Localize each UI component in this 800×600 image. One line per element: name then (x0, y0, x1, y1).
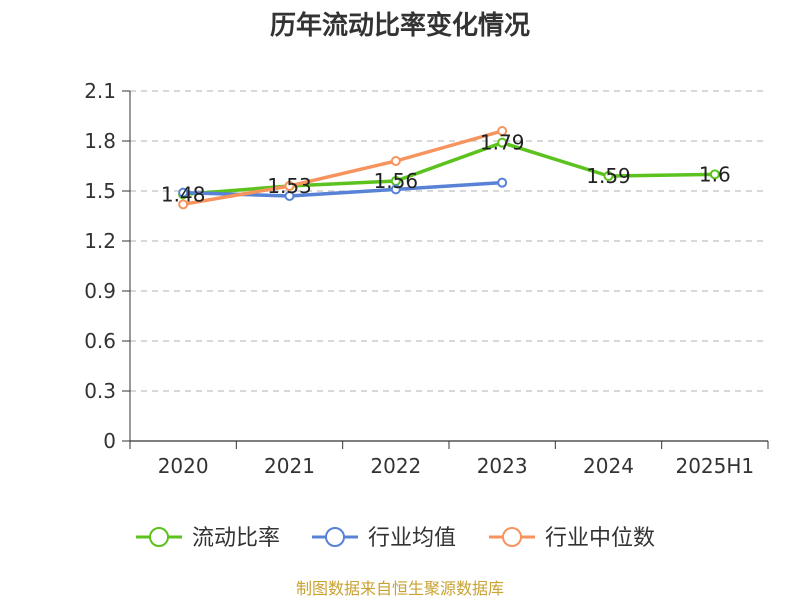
legend-marker-0 (149, 527, 169, 547)
legend-label-0: 流动比率 (192, 526, 280, 551)
series-1-point-0 (178, 187, 189, 198)
x-tick-label-0: 2020 (158, 454, 209, 478)
x-tick-label-5: 2025H1 (675, 454, 754, 478)
data-label-2: 1.56 (374, 169, 419, 193)
legend-label-1: 行业均值 (368, 526, 456, 551)
series-0-point-5 (709, 169, 720, 180)
series-0-point-4 (603, 171, 614, 181)
series-0-point-3 (497, 137, 508, 148)
series-1-point-1 (284, 191, 295, 201)
series-2-point-0 (178, 199, 189, 210)
x-tick-label-2: 2022 (370, 454, 421, 478)
y-tick-label-4: 1.2 (84, 229, 116, 253)
series-1-point-2 (390, 184, 401, 195)
series-1-point-3 (497, 177, 508, 188)
y-tick-label-0: 0 (103, 429, 116, 453)
series-2-point-1 (284, 181, 295, 191)
series-lines (178, 126, 720, 210)
y-tick-label-3: 0.9 (84, 279, 116, 303)
y-tick-label-5: 1.5 (84, 179, 116, 203)
legend-marker-1 (325, 527, 345, 547)
y-tick-label-6: 1.8 (84, 129, 116, 153)
legend-marker-2 (502, 527, 522, 547)
legend: 流动比率 行业均值 行业中位数 (136, 526, 655, 551)
y-tick-label-7: 2.1 (84, 79, 116, 103)
axes: 0 0.3 0.6 0.9 1.2 1.5 1.8 2.1 2020 2021 2022 2023 20… (84, 79, 769, 478)
data-label-5: 1.6 (699, 162, 731, 186)
data-label-1: 1.53 (267, 174, 312, 198)
y-tick-label-1: 0.3 (84, 379, 116, 403)
data-labels: 1.48 1.53 1.56 1.79 1.59 1.6 (161, 131, 731, 207)
data-label-0: 1.48 (161, 182, 206, 206)
series-2-point-3 (497, 126, 508, 136)
chart-title: 历年流动比率变化情况 (270, 10, 530, 41)
series-line-2 (181, 129, 504, 207)
data-label-3: 1.79 (480, 131, 525, 155)
y-tick-label-2: 0.6 (84, 329, 116, 353)
grid-lines (130, 90, 768, 392)
x-tick-label-3: 2023 (477, 454, 528, 478)
x-tick-label-1: 2021 (264, 454, 315, 478)
x-tick-label-4: 2024 (583, 454, 634, 478)
data-label-4: 1.59 (586, 164, 631, 188)
source-note: 制图数据来自恒生聚源数据库 (296, 579, 504, 598)
legend-label-2: 行业中位数 (545, 526, 655, 551)
series-2-point-2 (390, 156, 401, 166)
